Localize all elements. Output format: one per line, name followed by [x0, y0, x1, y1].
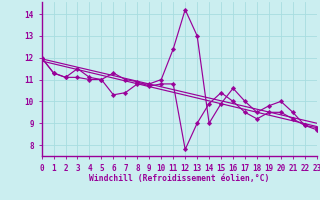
- X-axis label: Windchill (Refroidissement éolien,°C): Windchill (Refroidissement éolien,°C): [89, 174, 269, 183]
